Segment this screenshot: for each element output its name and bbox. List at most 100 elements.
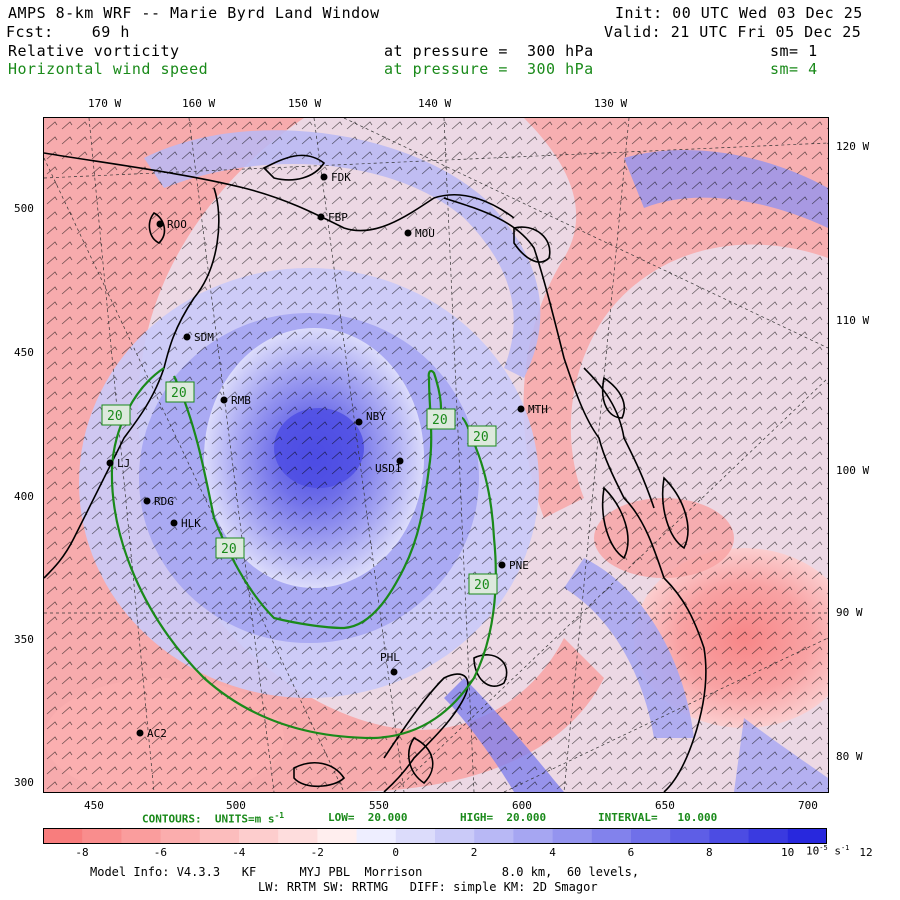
- station-dot: [390, 668, 398, 676]
- stations: FDK FBP MOU ROO SDM RMB NBY MTH USD1 RDG…: [106, 171, 548, 740]
- grid-y-label: 500: [14, 202, 34, 215]
- colorbar-unit-exp: -5: [819, 844, 828, 852]
- field2-sm: sm= 4: [770, 60, 818, 78]
- grid-x-label: 600: [512, 799, 532, 812]
- grid-y-label: 300: [14, 776, 34, 789]
- colorbar-tick-label: 8: [706, 846, 713, 859]
- valid-time: Valid: 21 UTC Fri 05 Dec 25: [604, 23, 862, 41]
- colorbar-unit-base: 10: [806, 844, 820, 858]
- colorbar-swatch: [591, 828, 632, 844]
- station-dot: [156, 220, 164, 228]
- contours-units-exp: -1: [274, 811, 285, 820]
- grid-y-label: 400: [14, 490, 34, 503]
- station-label: PNE: [509, 559, 529, 572]
- lon-label-right: 100 W: [836, 464, 870, 477]
- station-label: HLK: [181, 517, 201, 530]
- contours-units: CONTOURS: UNITS=m s-1: [142, 812, 284, 825]
- contours-interval: INTERVAL= 10.000: [598, 811, 718, 824]
- station-label: RDG: [154, 495, 174, 508]
- station-dot: [355, 418, 363, 426]
- colorbar-tick-label: -4: [232, 846, 246, 859]
- colorbar-swatch: [552, 828, 593, 844]
- station-label: USD1: [375, 462, 402, 475]
- map-canvas: 20 20 20 20 20 20 FDK FBP MOU ROO SDM RM…: [44, 118, 828, 792]
- field1-name: Relative vorticity: [8, 42, 180, 60]
- colorbar-swatch: [709, 828, 750, 844]
- grid-y-label: 350: [14, 633, 34, 646]
- model-info: Model Info: V4.3.3 KF MYJ PBL Morrison 8…: [90, 865, 640, 879]
- field1-sm: sm= 1: [770, 42, 818, 60]
- lon-label-right: 80 W: [836, 750, 863, 763]
- colorbar-unit-s-exp: -1: [840, 844, 850, 852]
- map-panel: 20 20 20 20 20 20 FDK FBP MOU ROO SDM RM…: [43, 117, 829, 793]
- contours-label: CONTOURS: UNITS=m s: [142, 812, 275, 826]
- station-dot: [404, 229, 412, 237]
- colorbar-unit: 10-5 s-1: [806, 845, 849, 857]
- grid-x-label: 700: [798, 799, 818, 812]
- lon-label-top: 150 W: [288, 97, 322, 110]
- wind-contour-20: [110, 367, 497, 740]
- grid-x-label: 500: [226, 799, 246, 812]
- colorbar-tick-label: -8: [75, 846, 89, 859]
- lon-label-right: 110 W: [836, 314, 870, 327]
- colorbar-swatch: [631, 828, 671, 844]
- contour-label: 20: [473, 430, 489, 445]
- station-dot: [498, 561, 506, 569]
- station-dot: [317, 213, 325, 221]
- lon-label-top: 170 W: [88, 97, 122, 110]
- colorbar-swatch: [160, 828, 201, 844]
- vorticity-field: [44, 118, 828, 792]
- colorbar-swatch: [278, 828, 318, 844]
- colorbar-tick-label: 2: [470, 846, 478, 859]
- colorbar-tick-label: 10: [781, 846, 795, 859]
- station-label: PHL: [380, 651, 400, 664]
- station-dot: [170, 519, 178, 527]
- station-label: MOU: [415, 227, 435, 240]
- lon-label-top: 140 W: [418, 97, 452, 110]
- field2-pressure: at pressure = 300 hPa: [384, 60, 594, 78]
- station-label: LJ: [117, 457, 130, 470]
- field2-name: Horizontal wind speed: [8, 60, 209, 78]
- map-title: AMPS 8-km WRF -- Marie Byrd Land Window: [8, 4, 380, 22]
- station-label: SDM: [194, 331, 214, 344]
- colorbar: [43, 828, 827, 844]
- grid-x-label: 450: [84, 799, 104, 812]
- colorbar-swatch: [199, 828, 240, 844]
- colorbar-swatch: [395, 828, 436, 844]
- colorbar-swatch: [474, 828, 514, 844]
- colorbar-unit-s: s: [834, 844, 841, 858]
- station-label: NBY: [366, 410, 386, 423]
- lon-label-top: 130 W: [594, 97, 628, 110]
- colorbar-swatch: [43, 828, 83, 844]
- station-dot: [220, 396, 228, 404]
- station-dot: [143, 497, 151, 505]
- colorbar-swatch: [356, 828, 397, 844]
- colorbar-border: [43, 828, 827, 844]
- station-dot: [183, 333, 191, 341]
- station-label: RMB: [231, 394, 251, 407]
- colorbar-tick-label: -6: [153, 846, 168, 859]
- colorbar-swatch: [121, 828, 162, 844]
- colorbar-swatch: [513, 828, 554, 844]
- lon-label-top: 160 W: [182, 97, 216, 110]
- coastline: [44, 152, 707, 792]
- colorbar-tick-label: 4: [549, 846, 556, 859]
- station-dot: [517, 405, 525, 413]
- forecast-hour: Fcst: 69 h: [6, 23, 130, 41]
- station-label: AC2: [147, 727, 167, 740]
- station-label: FBP: [328, 211, 348, 224]
- station-label: MTH: [528, 403, 548, 416]
- colorbar-swatch: [748, 828, 789, 844]
- colorbar-tick-label: 0: [392, 846, 400, 859]
- station-dot: [320, 173, 328, 181]
- grid-y-label: 450: [14, 346, 34, 359]
- colorbar-swatch: [787, 828, 827, 844]
- contour-label: 20: [432, 413, 448, 428]
- contour-label: 20: [474, 578, 490, 593]
- colorbar-swatch: [317, 828, 358, 844]
- station-label: ROO: [167, 218, 187, 231]
- contour-label: 20: [107, 409, 123, 424]
- lon-label-right: 120 W: [836, 140, 870, 153]
- station-dot: [136, 729, 144, 737]
- colorbar-swatch: [82, 828, 122, 844]
